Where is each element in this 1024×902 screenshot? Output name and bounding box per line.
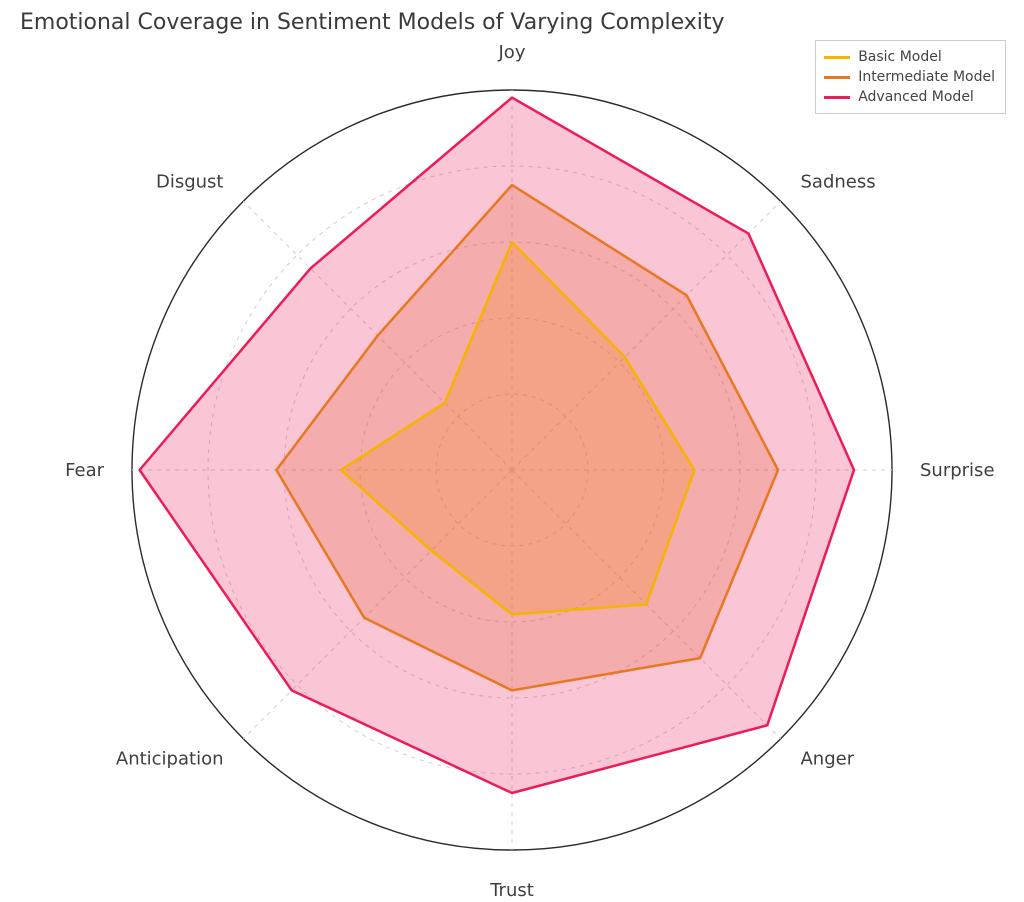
axis-label: Joy bbox=[498, 42, 526, 63]
axis-label: Surprise bbox=[920, 460, 995, 481]
legend: Basic ModelIntermediate ModelAdvanced Mo… bbox=[815, 40, 1006, 114]
legend-swatch bbox=[824, 76, 850, 79]
axis-label: Fear bbox=[65, 460, 104, 481]
legend-item: Basic Model bbox=[824, 47, 995, 67]
axis-label: Disgust bbox=[156, 172, 224, 193]
axis-label: Anticipation bbox=[116, 748, 224, 769]
radar-chart: Joy Sadness Surprise Anger Trust Anticipation… bbox=[0, 0, 1024, 902]
legend-label: Intermediate Model bbox=[858, 67, 995, 87]
legend-swatch bbox=[824, 56, 850, 59]
legend-item: Intermediate Model bbox=[824, 67, 995, 87]
legend-label: Advanced Model bbox=[858, 87, 974, 107]
axis-label: Sadness bbox=[800, 172, 875, 193]
axis-label: Anger bbox=[800, 748, 854, 769]
legend-item: Advanced Model bbox=[824, 87, 995, 107]
axis-label: Trust bbox=[489, 880, 534, 901]
legend-swatch bbox=[824, 96, 850, 99]
legend-label: Basic Model bbox=[858, 47, 942, 67]
